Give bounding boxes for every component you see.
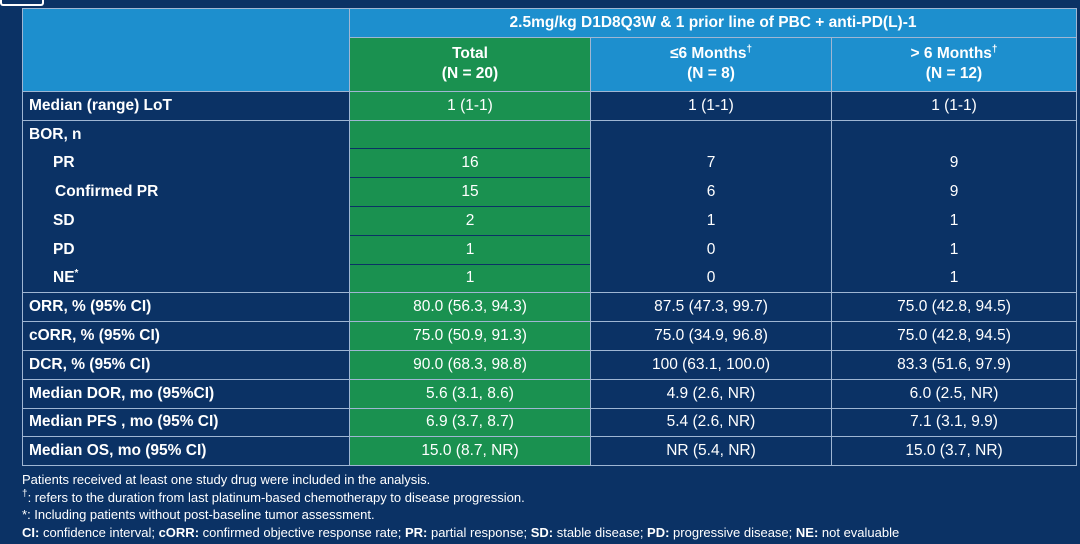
cell-gt6-months: 7.1 (3.1, 9.9)	[830, 407, 1078, 438]
cell-gt6-months	[830, 120, 1078, 149]
row-label: Confirmed PR	[22, 177, 350, 207]
row-label: SD	[22, 206, 350, 236]
footnote-analysis: Patients received at least one study dru…	[22, 472, 431, 487]
cell-total: 1	[349, 263, 591, 293]
table-row: Confirmed PR 15 6 9	[22, 177, 1078, 207]
row-label: Median PFS , mo (95% CI)	[22, 407, 350, 438]
table-row: Median PFS , mo (95% CI) 6.9 (3.7, 8.7) 5.…	[22, 407, 1078, 438]
cell-le6-months: 4.9 (2.6, NR)	[590, 378, 832, 409]
abbrev-definition: confirmed objective response rate;	[199, 524, 405, 540]
abbrev-term: CI:	[22, 524, 40, 540]
cell-gt6-months: 15.0 (3.7, NR)	[830, 436, 1078, 467]
table-body: Median (range) LoT 1 (1-1) 1 (1-1) 1 (1-1) B…	[22, 90, 1078, 467]
abbrev-definition: not evaluable	[818, 524, 900, 540]
abbrev-term: PR:	[404, 524, 428, 540]
cell-gt6-months: 1 (1-1)	[830, 90, 1078, 121]
cell-le6-months: 6	[590, 177, 832, 207]
table-row: PR 16 7 9	[22, 148, 1078, 178]
column-header-row: Total (N = 20) ≤6 Months† (N = 8) > 6 Mo…	[23, 36, 1078, 92]
cell-total: 15.0 (8.7, NR)	[349, 436, 591, 467]
cell-gt6-months: 83.3 (51.6, 97.9)	[830, 349, 1078, 380]
column-title: Total	[452, 45, 488, 63]
cell-le6-months: 7	[590, 148, 832, 178]
row-label: DCR, % (95% CI)	[22, 349, 350, 380]
table-row: NE* 1 0 1	[22, 263, 1078, 293]
table-row: PD 1 0 1	[22, 234, 1078, 265]
group-header: 2.5mg/kg D1D8Q3W & 1 prior line of PBC +…	[348, 8, 1078, 38]
abbrev-definition: stable disease;	[553, 524, 648, 540]
footnotes: Patients received at least one study dru…	[22, 471, 1076, 541]
cell-total: 1 (1-1)	[349, 90, 591, 121]
cell-le6-months: 0	[590, 235, 832, 265]
cell-le6-months: NR (5.4, NR)	[590, 436, 832, 467]
cell-total	[349, 119, 591, 149]
column-header-gt6: > 6 Months† (N = 12)	[830, 36, 1078, 92]
group-header-row: 2.5mg/kg D1D8Q3W & 1 prior line of PBC +…	[22, 8, 1078, 92]
row-label: PD	[22, 235, 350, 265]
cell-total: 90.0 (68.3, 98.8)	[349, 349, 591, 380]
column-n: (N = 20)	[441, 65, 499, 83]
header-blank-cell	[22, 8, 350, 92]
cell-total: 15	[349, 177, 591, 207]
cell-total: 16	[349, 148, 591, 178]
row-label: PR	[22, 148, 350, 178]
cell-gt6-months: 1	[830, 264, 1078, 293]
cell-le6-months	[590, 120, 832, 149]
abbrev-term: cORR:	[158, 524, 200, 540]
table-row: DCR, % (95% CI) 90.0 (68.3, 98.8) 100 (63.…	[22, 349, 1078, 380]
column-header-le6: ≤6 Months† (N = 8)	[590, 36, 832, 92]
cell-le6-months: 75.0 (34.9, 96.8)	[590, 321, 832, 351]
abbrev-term: PD:	[647, 524, 670, 540]
column-n: (N = 12)	[925, 65, 983, 83]
cell-total: 6.9 (3.7, 8.7)	[349, 407, 591, 438]
table-row: BOR, n	[22, 119, 1078, 149]
cell-gt6-months: 9	[830, 177, 1078, 207]
cell-le6-months: 100 (63.1, 100.0)	[590, 349, 832, 380]
abbrev-term: NE:	[795, 524, 819, 540]
row-label: Median (range) LoT	[22, 90, 350, 121]
cell-gt6-months: 9	[830, 148, 1078, 178]
abbrev-definition: confidence interval;	[39, 524, 159, 540]
row-label: ORR, % (95% CI)	[22, 292, 350, 323]
cell-total: 1	[349, 234, 591, 265]
cell-gt6-months: 75.0 (42.8, 94.5)	[830, 321, 1078, 351]
cell-le6-months: 87.5 (47.3, 99.7)	[590, 292, 832, 323]
table-row: ORR, % (95% CI) 80.0 (56.3, 94.3) 87.5 (47…	[22, 292, 1078, 323]
cell-total: 5.6 (3.1, 8.6)	[349, 378, 591, 409]
abbrev-definition: progressive disease;	[669, 524, 796, 540]
abbrev-definition: partial response;	[427, 524, 531, 540]
cell-total: 80.0 (56.3, 94.3)	[349, 292, 591, 323]
cell-gt6-months: 1	[830, 206, 1078, 236]
top-bar	[0, 0, 1080, 8]
row-label: Median DOR, mo (95%CI)	[22, 378, 350, 409]
cell-le6-months: 5.4 (2.6, NR)	[590, 407, 832, 438]
abbrev-term: SD:	[530, 524, 554, 540]
slide-tab-marker	[0, 0, 44, 6]
cell-gt6-months: 1	[830, 235, 1078, 265]
row-label: BOR, n	[22, 120, 350, 149]
column-n: (N = 8)	[687, 65, 735, 83]
table-row: SD 2 1 1	[22, 205, 1078, 236]
column-title: ≤6 Months†	[669, 44, 753, 63]
table-row: Median OS, mo (95% CI) 15.0 (8.7, NR) NR (…	[22, 436, 1078, 467]
cell-le6-months: 1	[590, 206, 832, 236]
row-label: NE*	[22, 264, 350, 293]
cell-total: 75.0 (50.9, 91.3)	[349, 321, 591, 351]
cell-le6-months: 0	[590, 264, 832, 293]
footnote-asterisk: *: Including patients without post-basel…	[22, 507, 375, 522]
table-row: Median DOR, mo (95%CI) 5.6 (3.1, 8.6) 4.9 …	[22, 378, 1078, 409]
row-label: Median OS, mo (95% CI)	[22, 436, 350, 467]
cell-gt6-months: 75.0 (42.8, 94.5)	[830, 292, 1078, 323]
cell-le6-months: 1 (1-1)	[590, 90, 832, 121]
footnote-dagger: †: refers to the duration from last plat…	[22, 488, 525, 505]
results-table: 2.5mg/kg D1D8Q3W & 1 prior line of PBC +…	[22, 8, 1078, 467]
table-row: cORR, % (95% CI) 75.0 (50.9, 91.3) 75.0 (3…	[22, 321, 1078, 351]
cell-total: 2	[349, 205, 591, 236]
cell-gt6-months: 6.0 (2.5, NR)	[830, 378, 1078, 409]
column-header-total: Total (N = 20)	[349, 36, 591, 92]
row-label: cORR, % (95% CI)	[22, 321, 350, 351]
column-title: > 6 Months†	[910, 44, 998, 63]
footnote-abbreviations: CI: confidence interval; cORR: confirmed…	[22, 524, 1076, 542]
table-row: Median (range) LoT 1 (1-1) 1 (1-1) 1 (1-1)	[22, 90, 1078, 121]
